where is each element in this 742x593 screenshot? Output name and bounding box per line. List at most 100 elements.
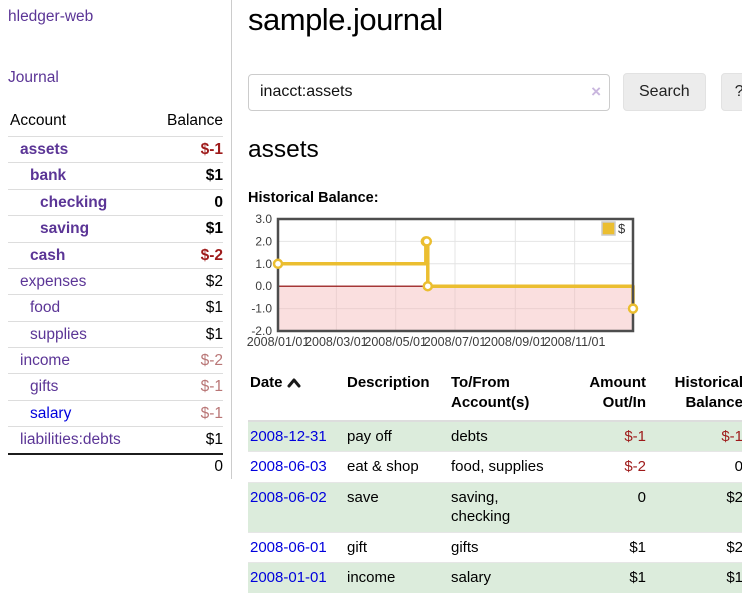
account-balance: $-2 xyxy=(200,352,223,369)
account-rows: assets $-1 bank $1 checking 0 saving $1 cash $-2 e… xyxy=(8,136,223,453)
balance-cell: $2 xyxy=(648,481,742,532)
svg-text:2008/09/01: 2008/09/01 xyxy=(484,335,547,349)
date-column-header[interactable]: Date xyxy=(248,371,345,421)
register-header-row: Date Description To/From Account(s) Amou… xyxy=(248,371,742,421)
account-heading: assets xyxy=(248,136,319,163)
sidebar-account-link[interactable]: saving xyxy=(40,220,90,238)
svg-text:1.0: 1.0 xyxy=(255,257,272,271)
sidebar-account-link[interactable]: cash xyxy=(30,246,66,264)
sidebar-account-link[interactable]: expenses xyxy=(20,272,87,290)
main-content: sample.journal × Search ? assets Histori… xyxy=(232,0,742,593)
accounts-cell: gifts xyxy=(449,531,567,563)
account-row: food $1 xyxy=(8,294,223,320)
transaction-date-link[interactable]: 2008-06-02 xyxy=(250,488,327,506)
amount-cell: $1 xyxy=(567,531,648,563)
account-balance: $1 xyxy=(205,431,223,449)
page-title: sample.journal xyxy=(248,2,443,37)
transaction-date-link[interactable]: 2008-06-01 xyxy=(250,538,327,556)
app-title-link[interactable]: hledger-web xyxy=(8,8,94,25)
sidebar: hledger-web Journal Account Balance asse… xyxy=(0,0,232,479)
svg-text:-2.0: -2.0 xyxy=(251,324,272,338)
sort-ascending-icon[interactable] xyxy=(287,374,301,394)
register-row: 2008-12-31 pay off debts $-1 $-1 xyxy=(248,420,742,452)
date-cell: 2008-06-02 xyxy=(248,481,345,532)
account-balance: $1 xyxy=(205,220,223,238)
sidebar-account-link[interactable]: supplies xyxy=(30,325,87,343)
search-form: × Search ? xyxy=(248,73,742,111)
accounts-cell: food, supplies xyxy=(449,451,567,482)
transaction-date-link[interactable]: 2008-01-01 xyxy=(250,569,327,586)
account-row: expenses $2 xyxy=(8,267,223,294)
account-row: income $-2 xyxy=(8,347,223,373)
sidebar-account-link[interactable]: liabilities:debts xyxy=(20,431,121,449)
svg-text:2008/01/01: 2008/01/01 xyxy=(247,335,310,349)
balance-cell: $1 xyxy=(648,562,742,593)
chart-title: Historical Balance: xyxy=(248,190,379,206)
sidebar-account-link[interactable]: food xyxy=(30,299,61,317)
account-row: checking 0 xyxy=(8,188,223,215)
sidebar-account-link[interactable]: checking xyxy=(40,193,108,211)
sidebar-account-link[interactable]: assets xyxy=(20,141,69,158)
register-table-body: 2008-12-31 pay off debts $-1 $-1 2008-06-03 ea… xyxy=(248,420,742,593)
account-balance: $1 xyxy=(205,167,223,185)
account-row: assets $-1 xyxy=(8,136,223,162)
account-column-header: Account xyxy=(10,112,67,129)
account-balance: $1 xyxy=(205,325,223,343)
account-balance: $1 xyxy=(205,299,223,317)
description-column-header: Description xyxy=(347,374,430,391)
historical-balance-chart: $3.0 2.0 1.0 0.0 -1.0 -2.02008/01/012008/03/0… xyxy=(247,212,639,349)
search-input-wrap: × xyxy=(248,73,610,111)
amount-cell: 0 xyxy=(567,481,648,532)
accounts-cell: salary xyxy=(449,562,567,593)
account-balance: $-1 xyxy=(200,141,223,158)
sidebar-account-link[interactable]: income xyxy=(20,352,70,369)
account-balance: $-2 xyxy=(200,246,223,264)
sidebar-account-link[interactable]: salary xyxy=(30,404,72,422)
search-input[interactable] xyxy=(248,73,610,111)
account-row: gifts $-1 xyxy=(8,373,223,399)
date-cell: 2008-06-03 xyxy=(248,451,345,482)
register-row: 2008-06-01 gift gifts $1 $2 xyxy=(248,531,742,563)
clear-search-icon[interactable]: × xyxy=(591,81,601,101)
account-row: bank $1 xyxy=(8,162,223,188)
sidebar-account-link[interactable]: gifts xyxy=(30,378,59,396)
date-cell: 2008-12-31 xyxy=(248,420,345,452)
account-row: supplies $1 xyxy=(8,320,223,347)
svg-text:2.0: 2.0 xyxy=(255,234,272,248)
chart-container: $3.0 2.0 1.0 0.0 -1.0 -2.0 2008/01/01 2008/03/0… xyxy=(245,212,742,358)
account-balance: $-1 xyxy=(200,404,223,422)
accounts-column-header: To/From Account(s) xyxy=(451,374,530,412)
description-cell: pay off xyxy=(345,420,449,452)
svg-text:2008/07/01: 2008/07/01 xyxy=(424,335,487,349)
transaction-date-link[interactable]: 2008-06-03 xyxy=(250,458,327,475)
description-cell: save xyxy=(345,481,449,532)
balance-column-header-register: Historical Balance xyxy=(674,374,742,412)
account-balance: $2 xyxy=(205,272,223,290)
account-row: saving $1 xyxy=(8,215,223,241)
balance-cell: 0 xyxy=(648,451,742,482)
account-total-row: 0 xyxy=(8,452,223,479)
help-button[interactable]: ? xyxy=(720,73,742,111)
search-button[interactable]: Search xyxy=(623,73,706,111)
account-tree-header: Account Balance xyxy=(8,109,223,136)
accounts-cell: saving, checking xyxy=(449,481,567,532)
svg-text:2008/05/01: 2008/05/01 xyxy=(364,335,427,349)
sidebar-item-journal[interactable]: Journal xyxy=(8,69,59,86)
account-balance: $-1 xyxy=(200,378,223,396)
amount-cell: $-1 xyxy=(567,420,648,452)
total-balance: 0 xyxy=(214,457,223,475)
date-cell: 2008-06-01 xyxy=(248,531,345,563)
sidebar-account-link[interactable]: bank xyxy=(30,167,67,185)
register-row: 2008-01-01 income salary $1 $1 xyxy=(248,562,742,593)
svg-text:0.0: 0.0 xyxy=(255,279,272,293)
description-cell: income xyxy=(345,562,449,593)
date-cell: 2008-01-01 xyxy=(248,562,345,593)
balance-cell: $2 xyxy=(648,531,742,563)
account-row: liabilities:debts $1 xyxy=(8,426,223,452)
account-balance: 0 xyxy=(214,193,223,211)
register-row: 2008-06-02 save saving, checking 0 $2 xyxy=(248,481,742,532)
account-row: salary $-1 xyxy=(8,399,223,426)
amount-cell: $1 xyxy=(567,562,648,593)
transaction-date-link[interactable]: 2008-12-31 xyxy=(250,427,327,445)
